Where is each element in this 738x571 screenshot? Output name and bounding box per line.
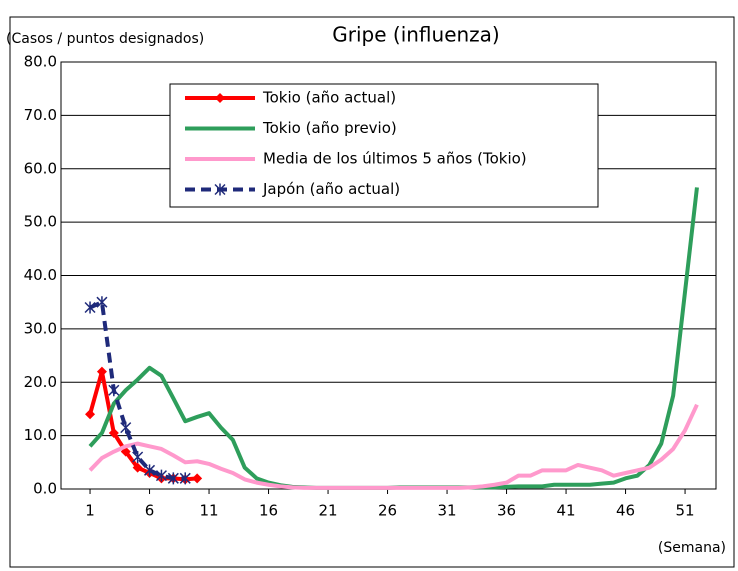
point xyxy=(96,296,108,309)
point xyxy=(132,462,143,473)
x-tick-label: 31 xyxy=(438,502,457,520)
y-tick-label: 80.0 xyxy=(24,53,57,71)
x-tick-label: 51 xyxy=(676,502,695,520)
point xyxy=(108,427,119,438)
series-line xyxy=(88,403,699,490)
legend-marker xyxy=(214,183,226,196)
legend-label: Tokio (año previo) xyxy=(262,119,397,137)
series-line xyxy=(88,369,198,482)
point xyxy=(144,464,156,477)
y-tick-label: 10.0 xyxy=(24,426,57,444)
point xyxy=(155,469,167,482)
legend-label: Japón (año actual) xyxy=(262,180,400,198)
x-tick-label: 1 xyxy=(85,502,95,520)
legend-label: Tokio (año actual) xyxy=(262,89,396,107)
point xyxy=(192,473,203,484)
y-tick-label: 20.0 xyxy=(24,373,57,391)
x-tick-label: 41 xyxy=(557,502,576,520)
point xyxy=(120,421,132,434)
point xyxy=(84,301,96,314)
x-tick-label: 16 xyxy=(259,502,278,520)
point xyxy=(179,472,191,485)
series-line xyxy=(89,300,186,481)
legend-label: Media de los últimos 5 años (Tokio) xyxy=(263,150,527,168)
point xyxy=(85,409,96,420)
legend xyxy=(169,83,599,208)
y-tick-label: 40.0 xyxy=(24,266,57,284)
y-tick-label: 60.0 xyxy=(24,159,57,177)
point xyxy=(96,366,107,377)
y-tick-label: 30.0 xyxy=(24,319,57,337)
legend-marker xyxy=(215,93,225,103)
x-tick-label: 11 xyxy=(199,502,218,520)
point xyxy=(108,384,120,397)
x-tick-label: 26 xyxy=(378,502,397,520)
y-axis-label: (Casos / puntos designados) xyxy=(6,31,204,47)
y-tick-label: 50.0 xyxy=(24,213,57,231)
point xyxy=(167,472,179,485)
y-tick-label: 0.0 xyxy=(33,480,57,498)
point xyxy=(132,450,144,463)
x-tick-label: 21 xyxy=(318,502,337,520)
y-tick-label: 70.0 xyxy=(24,106,57,124)
x-tick-label: 6 xyxy=(145,502,155,520)
chart-title: Gripe (influenza) xyxy=(332,23,499,47)
x-axis-label: (Semana) xyxy=(658,540,726,556)
x-tick-label: 36 xyxy=(497,502,516,520)
x-tick-label: 46 xyxy=(616,502,635,520)
